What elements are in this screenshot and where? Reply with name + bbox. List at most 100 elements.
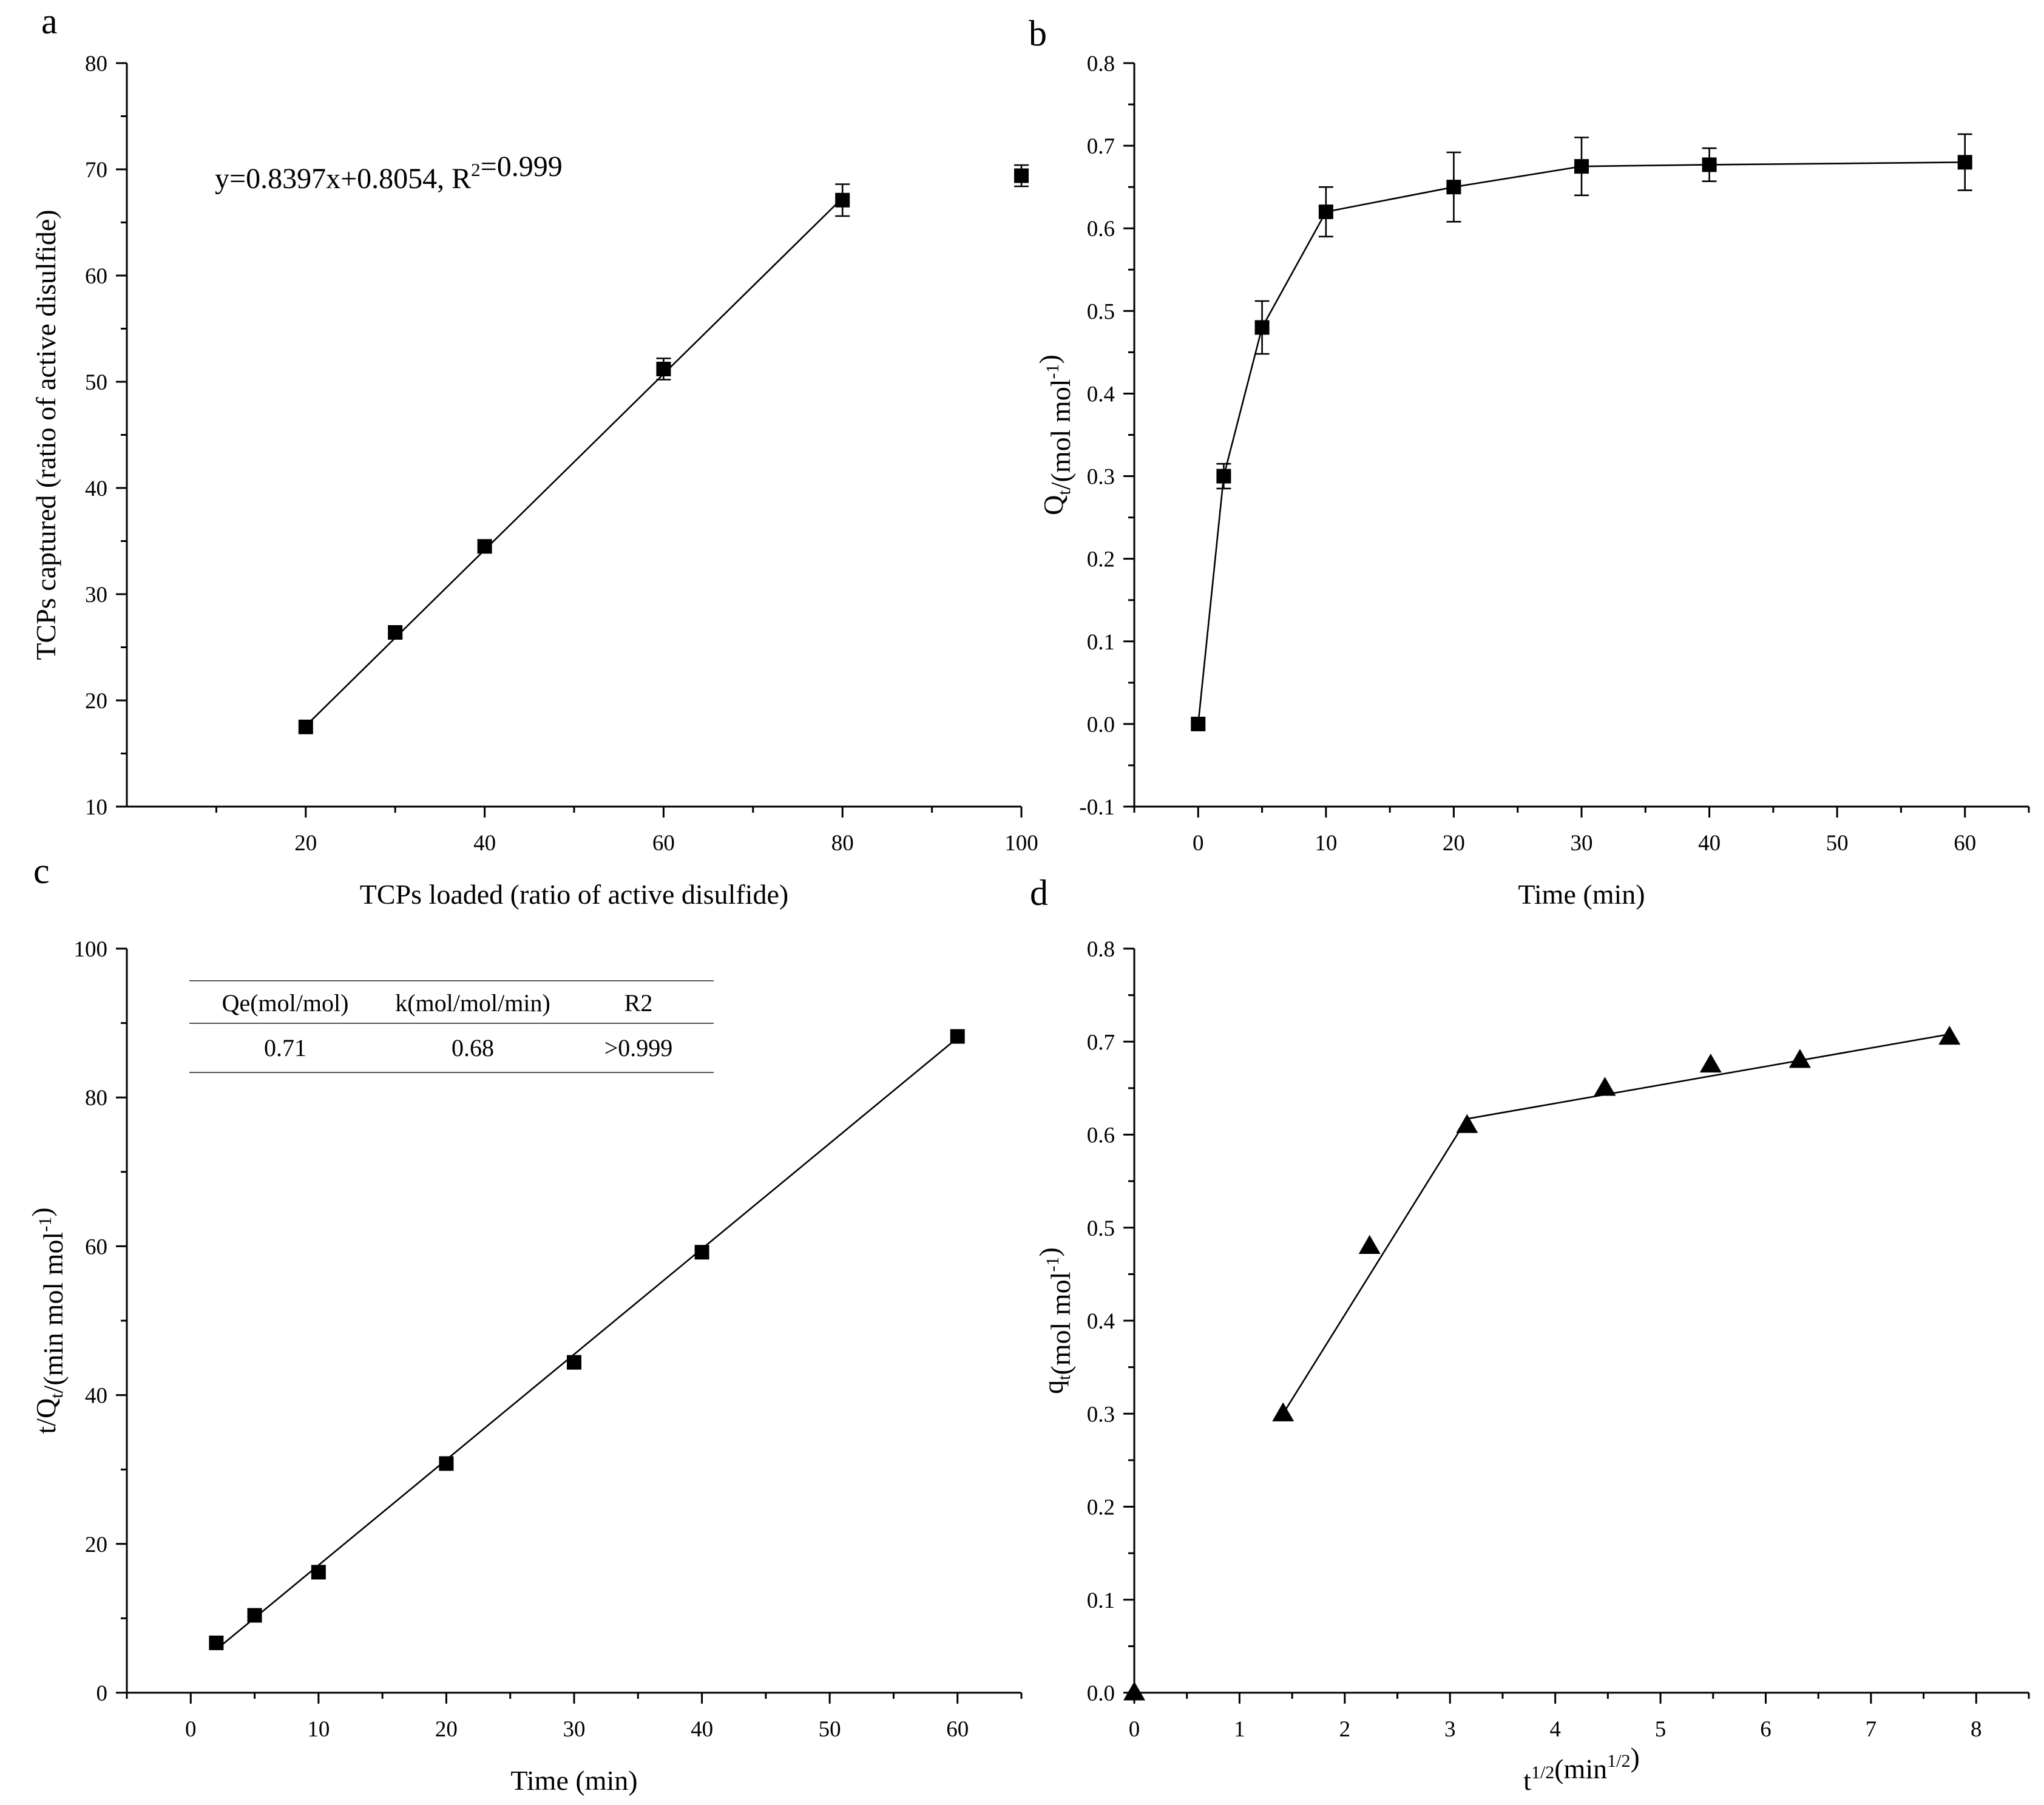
data-point [1254,320,1270,335]
y-tick-label: 0.1 [1087,1588,1115,1613]
y-axis-label: TCPs captured (ratio of active disulfide… [30,209,61,660]
fit-line [215,1037,958,1650]
y-tick-label: 40 [85,1384,107,1409]
y-axis-label-part: (mol mol [1045,1272,1076,1375]
y-tick-label: 0.1 [1087,630,1115,655]
x-axis-label: Time (min) [1518,879,1645,910]
y-tick-label: 20 [85,689,107,714]
data-point [1699,1053,1722,1073]
fit-line [1467,1033,1950,1120]
y-axis-label-part: /(min mol mol [38,1232,69,1394]
x-tick-label: 8 [1971,1717,1982,1742]
table-cell: >0.999 [604,1034,673,1062]
x-tick-label: 30 [1571,831,1593,856]
y-tick-label: 100 [74,937,108,962]
data-point [1594,1077,1616,1096]
x-tick-label: 100 [1004,831,1038,856]
y-tick-label: 0.4 [1087,382,1115,407]
y-tick-label: 20 [85,1532,107,1557]
data-point [1456,1114,1478,1133]
y-tick-label: 0.7 [1087,134,1115,159]
y-tick-label: 40 [85,476,107,501]
x-tick-label: 1 [1234,1717,1245,1742]
data-point [1191,716,1206,731]
y-axis-label-part: -1 [35,1217,55,1232]
y-axis-label-part: TCPs captured (ratio of active disulfide… [30,209,61,660]
y-axis-label-part: /(mol mol [1045,379,1076,490]
data-point [1574,159,1589,174]
fit-line [305,197,844,726]
y-tick-label: 0 [96,1681,108,1706]
x-axis-label: Time (min) [510,1765,637,1796]
x-tick-label: 0 [185,1717,197,1742]
y-tick-label: 0.0 [1087,1681,1115,1706]
kinetics-table: Qe(mol/mol) k(mol/mol/min) R2 0.71 0.68 >0.99… [189,980,714,1073]
data-point [311,1565,326,1580]
y-axis-label-part: q [1038,1380,1069,1394]
x-tick-label: 50 [819,1717,841,1742]
x-tick-label: 7 [1866,1717,1877,1742]
fit-equation-part: 2 [471,159,481,180]
series-line [1197,161,1965,725]
y-tick-label: 0.8 [1087,52,1115,76]
x-axis-label-part: Time (min) [510,1765,637,1796]
y-axis-label-part: ) [1034,1247,1064,1256]
y-tick-label: 80 [85,1086,107,1111]
data-point [1957,155,1972,170]
y-axis-label-part: -1 [1043,1257,1063,1272]
data-point [835,192,850,208]
data-point [298,719,313,734]
panel-c: c 0 10 20 30 40 50 60 0 20 40 60 80 100 Time (min) t/Qt… [26,851,1023,1796]
x-tick-label: 20 [435,1717,458,1742]
x-tick-label: 80 [831,831,854,856]
y-tick-label: 70 [85,158,107,183]
x-tick-label: 6 [1760,1717,1772,1742]
x-tick-label: 5 [1655,1717,1667,1742]
x-tick-label: 40 [473,831,496,856]
data-point [950,1029,965,1044]
y-axis-label: Qt/(mol mol-1) [1034,354,1076,515]
x-tick-label: 0 [1193,831,1204,856]
x-axis-label-part: t [1523,1765,1531,1796]
x-axis-label-part: 1/2 [1607,1751,1630,1771]
panel-b: b 0 10 20 30 40 50 60 -0.1 0.0 0.1 0.2 0.3 0.4 0.5 0.6 0… [1029,13,2030,910]
y-tick-label: 0.6 [1087,1123,1115,1148]
y-tick-label: 0.8 [1087,937,1115,962]
x-tick-label: 60 [652,831,675,856]
panel-letter: a [41,1,58,41]
x-tick-label: 2 [1339,1717,1351,1742]
x-tick-label: 40 [1698,831,1721,856]
data-point [1318,205,1333,219]
data-point [1358,1234,1381,1254]
y-axis-label-part: ) [26,1207,57,1216]
panel-d: d0 1 2 3 4 5 6 7 80.00.10.20.30.40.50.60.70.8t1/… [1030,873,2030,1796]
data-point [1014,168,1029,183]
y-axis-label-part: t [1054,1375,1074,1380]
y-tick-label: 60 [85,1234,107,1259]
x-axis-label: TCPs loaded (ratio of active disulfide) [360,879,788,910]
data-point [1272,1402,1294,1421]
x-tick-label: 4 [1549,1717,1561,1742]
data-point [247,1608,262,1623]
x-tick-label: 3 [1444,1717,1456,1742]
x-tick-label: 40 [691,1717,713,1742]
data-point [1446,180,1461,195]
x-tick-label: 50 [1826,831,1849,856]
y-axis-label-part: t [1054,490,1074,495]
y-axis-label: t/Qt/(min mol mol-1) [26,1207,69,1434]
data-point [567,1355,581,1370]
y-tick-label: 10 [85,795,107,820]
table-header: k(mol/mol/min) [395,989,550,1017]
data-point [477,539,492,554]
table-cell: 0.68 [452,1034,494,1062]
x-tick-label: 60 [946,1717,969,1742]
data-point [656,362,671,376]
y-tick-label: 0.0 [1087,713,1115,737]
table-cell: 0.71 [264,1034,306,1062]
data-point [439,1456,454,1471]
fit-line [1282,1118,1468,1414]
y-axis-label-part: t/Q [30,1398,61,1434]
fit-equation-part: =0.999 [481,151,563,183]
x-tick-label: 20 [294,831,317,856]
